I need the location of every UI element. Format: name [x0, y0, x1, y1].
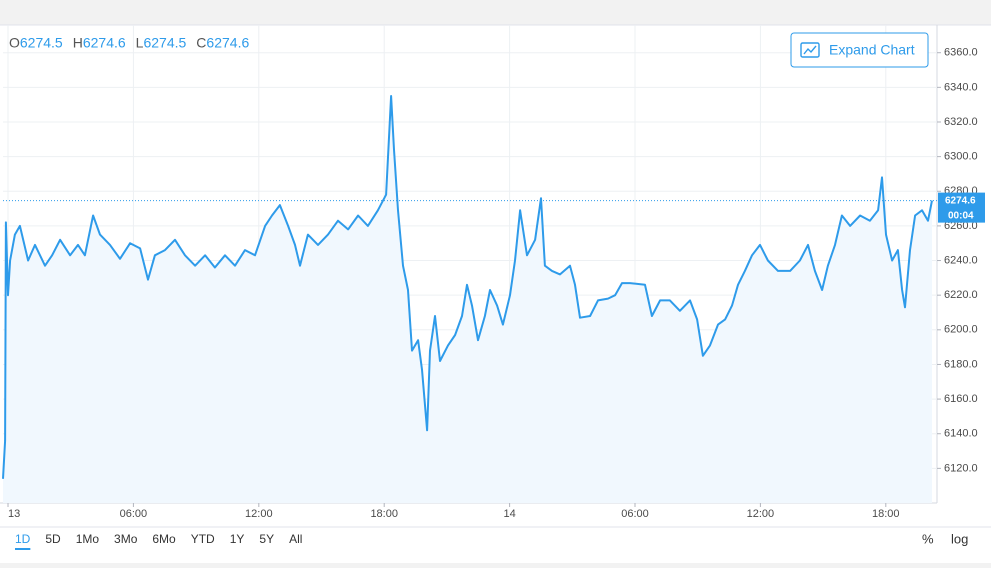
ohlc-label: L: [136, 35, 144, 51]
x-tick-label: 06:00: [621, 508, 649, 520]
y-tick-label: 6160.0: [944, 393, 978, 405]
scale-button[interactable]: log: [951, 531, 968, 546]
axes: 6120.0 6140.0 6160.0 6180.0 6200.0 6220.0 6240…: [7, 47, 985, 520]
ohlc-label: O: [9, 35, 20, 51]
y-tick-label: 6240.0: [944, 254, 978, 266]
y-tick-label: 6140.0: [944, 428, 978, 440]
y-tick-label: 6180.0: [944, 358, 978, 370]
ohlc-value: 6274.6: [83, 35, 126, 51]
x-tick-label: 18:00: [370, 508, 398, 520]
y-tick-label: 6320.0: [944, 116, 978, 128]
range-button[interactable]: 3Mo: [114, 532, 138, 546]
expand-icon: [800, 42, 820, 58]
x-tick-label: 13: [8, 508, 20, 520]
toolbar: 1D 5D 1Mo 3Mo 6Mo YTD 1Y 5Y All% log: [15, 531, 968, 550]
plot: [2, 95, 937, 503]
countdown-label: 00:04: [948, 210, 974, 221]
expand-button-label[interactable]: Expand Chart: [829, 42, 915, 58]
x-tick-label: 14: [503, 508, 515, 520]
range-button[interactable]: 6Mo: [152, 532, 176, 546]
ohlc-value: 6274.5: [143, 35, 186, 51]
price-line: [2, 95, 933, 479]
ohlc-label: H: [73, 35, 83, 51]
ohlc-value: 6274.5: [20, 35, 63, 51]
range-button[interactable]: All: [289, 532, 302, 546]
expand-button-frame[interactable]: [790, 32, 929, 68]
y-tick-label: 6300.0: [944, 151, 978, 163]
last-price-label: 6274.6: [945, 195, 976, 206]
range-button[interactable]: 5Y: [259, 532, 274, 546]
ohlc-label: C: [196, 35, 206, 51]
x-tick-label: 12:00: [245, 508, 273, 520]
y-tick-label: 6220.0: [944, 289, 978, 301]
y-tick-label: 6120.0: [944, 462, 978, 474]
x-tick-label: 12:00: [747, 508, 775, 520]
expand-chart-button[interactable]: Expand Chart: [790, 32, 929, 68]
ohlc-header: O 6274.5 H 6274.6 L 6274.5 C 6274.6: [9, 35, 249, 51]
y-tick-label: 6360.0: [944, 47, 978, 59]
area: [3, 96, 932, 503]
y-tick-label: 6260.0: [944, 220, 978, 232]
range-button[interactable]: 1Y: [230, 532, 245, 546]
y-tick-label: 6200.0: [944, 324, 978, 336]
x-tick-label: 18:00: [872, 508, 900, 520]
y-tick-label: 6340.0: [944, 81, 978, 93]
x-tick-label: 06:00: [120, 508, 148, 520]
ohlc-value: 6274.6: [206, 35, 249, 51]
expand-icon-line: [803, 45, 817, 55]
last-price-badge: [938, 192, 985, 223]
scale-button[interactable]: %: [922, 531, 934, 546]
range-button[interactable]: YTD: [191, 532, 215, 546]
range-button[interactable]: 1Mo: [76, 532, 100, 546]
range-button[interactable]: 5D: [45, 532, 61, 546]
range-button[interactable]: 1D: [15, 532, 31, 546]
